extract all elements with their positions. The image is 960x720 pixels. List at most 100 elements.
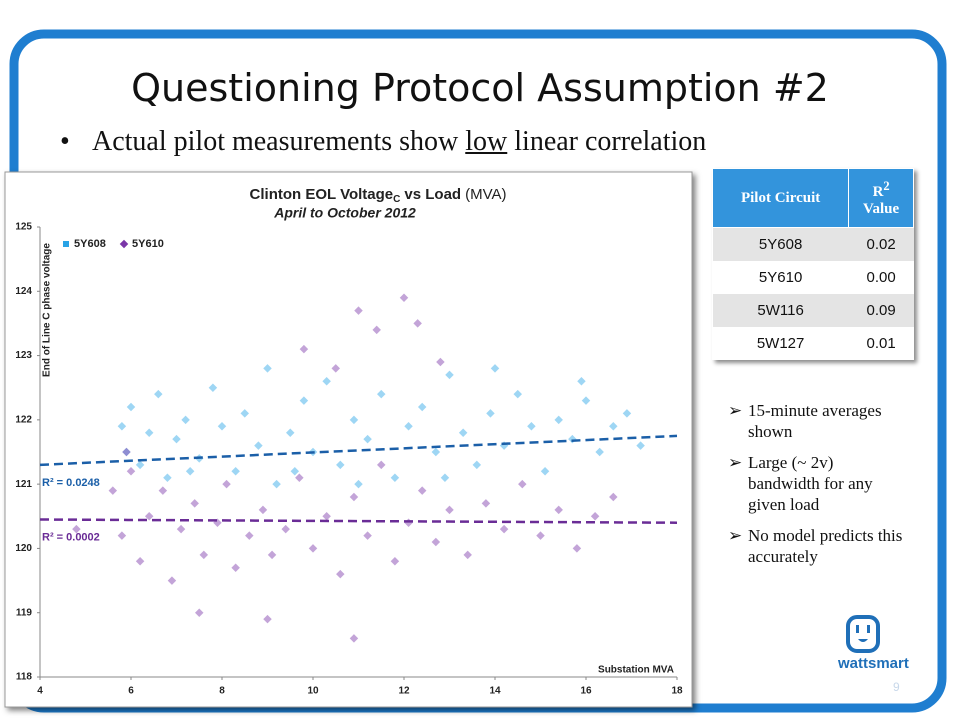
x-tick-label: 16: [580, 686, 592, 697]
y-tick-label: 124: [15, 286, 32, 297]
point: [472, 460, 482, 470]
trendline: [39, 434, 678, 467]
y-tick-label: 120: [15, 543, 32, 554]
point: [117, 422, 127, 431]
side-bullet: No model predicts this accurately: [728, 525, 903, 567]
point: [390, 557, 400, 566]
table-row: 5Y608 0.02: [712, 227, 914, 261]
point: [108, 486, 118, 495]
bullet-text: Actual pilot measurements show: [92, 126, 459, 157]
point: [609, 492, 618, 502]
x-axis-label: Substation MVA: [598, 665, 674, 676]
point: [354, 306, 363, 315]
point: [336, 569, 345, 579]
point: [322, 377, 331, 386]
header-cell: Pilot Circuit: [711, 168, 850, 228]
page-number: 9: [893, 680, 900, 694]
point: [440, 473, 450, 482]
title-main: Clinton EOL Voltage: [250, 186, 394, 203]
point: [126, 402, 136, 412]
point: [413, 319, 422, 328]
point: [354, 479, 363, 489]
y-tick-label: 121: [15, 479, 32, 490]
point: [527, 422, 536, 431]
point: [258, 505, 268, 515]
point: [377, 460, 386, 470]
logo-icon: [846, 615, 880, 653]
x-tick-label: 12: [398, 686, 410, 697]
point: [636, 441, 645, 450]
point: [267, 550, 277, 560]
point: [417, 486, 427, 495]
bullet-underlined: low: [465, 126, 508, 157]
table-cell: 0.01: [848, 327, 914, 360]
point: [181, 415, 190, 425]
point: [231, 467, 240, 476]
point: [299, 344, 309, 354]
point: [349, 415, 359, 425]
trend-annotation: R² = 0.0248: [42, 477, 100, 489]
chart-subtitle: April to October 2012: [273, 205, 416, 221]
point: [445, 505, 454, 515]
point: [513, 389, 522, 399]
table-cell: 0.00: [848, 261, 914, 294]
point: [417, 402, 427, 412]
chart-title: Clinton EOL VoltageC vs Load (MVA): [250, 186, 507, 205]
point: [518, 479, 527, 489]
point: [163, 473, 172, 482]
point: [272, 479, 281, 489]
point: [554, 505, 563, 515]
title-suffix: vs Load: [404, 186, 461, 203]
y-tick-label: 125: [15, 222, 32, 233]
point: [308, 544, 318, 553]
table-row: 5W127 0.01: [712, 327, 914, 360]
table-cell: 5Y608: [712, 227, 849, 261]
point: [240, 409, 249, 418]
point: [299, 396, 309, 405]
y-tick-label: 122: [15, 414, 32, 425]
point: [295, 473, 304, 482]
point: [609, 422, 618, 431]
side-bullet: 15-minute averages shown: [728, 400, 903, 442]
main-bullet: Actual pilot measurements show low linea…: [60, 126, 706, 158]
table-cell: 0.09: [848, 294, 914, 327]
logo-text: wattsmart: [838, 655, 909, 672]
x-tick-label: 14: [489, 686, 501, 697]
point: [622, 409, 632, 418]
point: [135, 460, 145, 470]
r-symbol: R: [872, 183, 884, 200]
point: [208, 383, 218, 392]
r-sup: 2: [883, 178, 890, 193]
point: [254, 441, 263, 450]
point: [490, 364, 500, 373]
point: [390, 473, 400, 482]
point: [554, 415, 563, 425]
point: [222, 479, 231, 489]
r2-table: Pilot Circuit R2 Value 5Y608 0.02 5Y610 0.00…: [711, 168, 914, 360]
point: [263, 364, 272, 373]
point: [363, 434, 372, 444]
point: [263, 614, 272, 624]
point: [399, 293, 409, 302]
point: [349, 492, 359, 502]
point: [595, 447, 604, 457]
point: [463, 550, 472, 560]
point: [577, 377, 586, 386]
point: [590, 512, 600, 521]
x-tick-label: 10: [307, 686, 319, 697]
point: [154, 389, 163, 399]
slide-title: Questioning Protocol Assumption #2: [131, 66, 829, 110]
point: [122, 447, 131, 457]
trendline: [39, 518, 678, 524]
point: [431, 447, 441, 457]
point: [336, 460, 345, 470]
point: [540, 467, 550, 476]
point: [290, 467, 300, 476]
table-cell: 0.02: [848, 227, 914, 261]
point: [499, 524, 509, 534]
point: [322, 512, 331, 521]
header-cell: R2 Value: [848, 168, 914, 228]
r-label: Value: [863, 200, 900, 217]
point: [363, 531, 372, 540]
